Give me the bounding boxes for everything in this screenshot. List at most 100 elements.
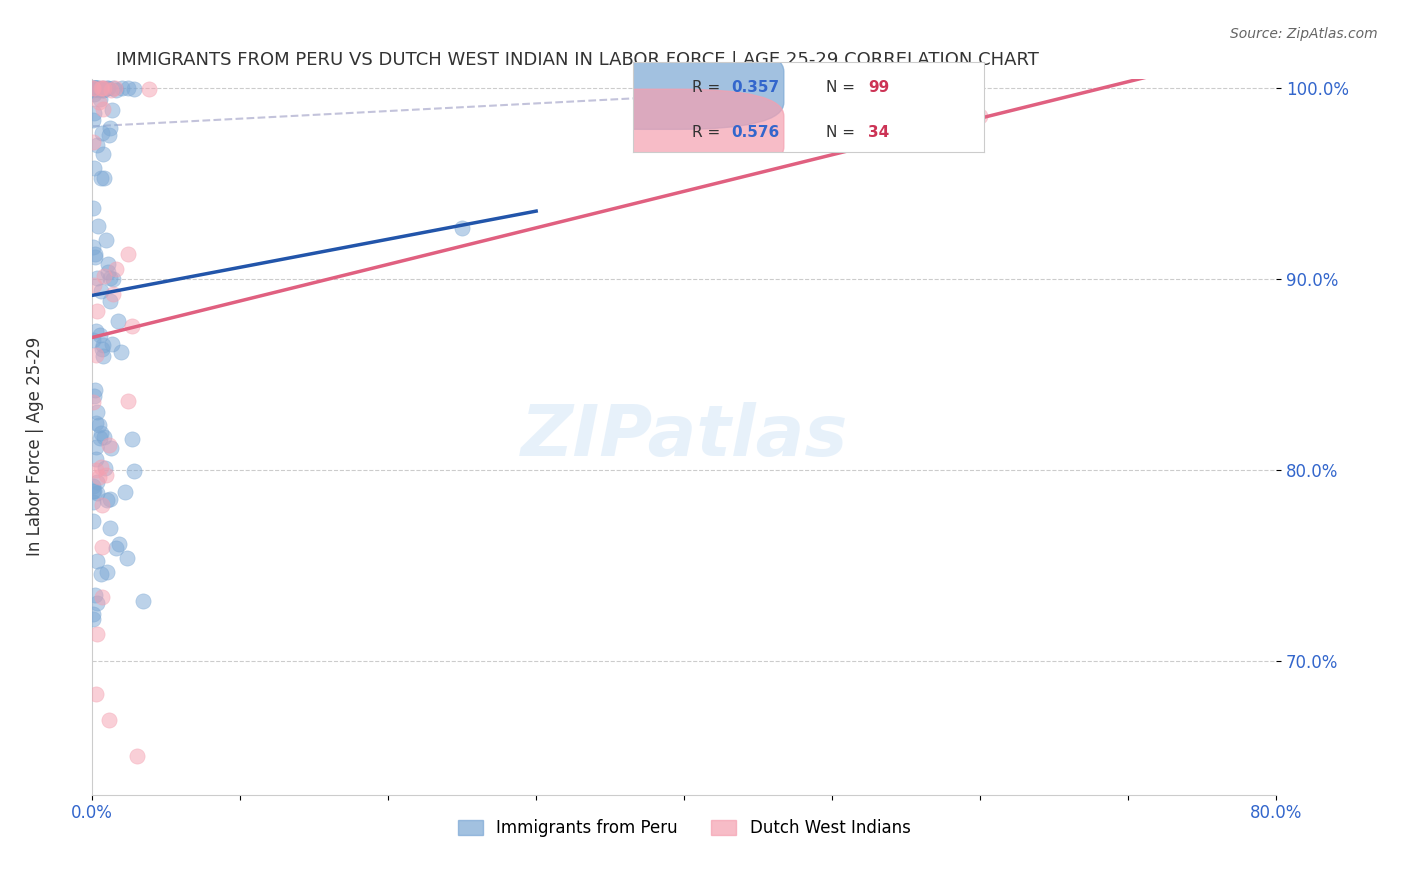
Legend: Immigrants from Peru, Dutch West Indians: Immigrants from Peru, Dutch West Indians (451, 813, 917, 844)
Dutch West Indians (90, 81, 112, 95)
Immigrants from Peru (86, 81, 108, 95)
Dutch West Indians (125, 748, 148, 763)
Text: R =: R = (693, 125, 725, 139)
Dutch West Indians (98, 438, 121, 452)
Immigrants from Peru (83, 484, 105, 499)
Dutch West Indians (86, 303, 108, 318)
Immigrants from Peru (83, 82, 105, 96)
Immigrants from Peru (82, 484, 104, 499)
Immigrants from Peru (451, 220, 474, 235)
Dutch West Indians (86, 627, 108, 641)
Immigrants from Peru (98, 521, 121, 535)
Text: In Labor Force | Age 25-29: In Labor Force | Age 25-29 (27, 336, 44, 556)
Immigrants from Peru (82, 514, 104, 528)
Immigrants from Peru (86, 475, 108, 490)
Immigrants from Peru (87, 219, 110, 234)
Text: R =: R = (693, 80, 725, 95)
Immigrants from Peru (90, 566, 112, 581)
Immigrants from Peru (91, 338, 114, 352)
Immigrants from Peru (703, 128, 725, 142)
Text: N =: N = (827, 125, 860, 139)
Immigrants from Peru (83, 250, 105, 264)
Immigrants from Peru (96, 81, 118, 95)
Immigrants from Peru (87, 82, 110, 96)
Immigrants from Peru (87, 417, 110, 432)
Dutch West Indians (91, 102, 114, 116)
Immigrants from Peru (84, 324, 107, 338)
Immigrants from Peru (91, 147, 114, 161)
Immigrants from Peru (82, 112, 104, 127)
Immigrants from Peru (96, 492, 118, 507)
Dutch West Indians (91, 81, 114, 95)
Immigrants from Peru (84, 81, 107, 95)
Immigrants from Peru (84, 81, 107, 95)
Dutch West Indians (89, 469, 111, 483)
Immigrants from Peru (111, 81, 134, 95)
Immigrants from Peru (107, 313, 129, 327)
Immigrants from Peru (84, 452, 107, 467)
Dutch West Indians (90, 540, 112, 554)
Immigrants from Peru (98, 128, 121, 142)
Text: ZIPatlas: ZIPatlas (520, 402, 848, 471)
Immigrants from Peru (83, 161, 105, 176)
Immigrants from Peru (86, 405, 108, 419)
Immigrants from Peru (93, 430, 115, 444)
Immigrants from Peru (86, 81, 108, 95)
Dutch West Indians (83, 277, 105, 292)
Immigrants from Peru (104, 541, 127, 555)
Immigrants from Peru (83, 81, 105, 95)
Dutch West Indians (105, 261, 128, 276)
Immigrants from Peru (122, 82, 145, 96)
Dutch West Indians (82, 135, 104, 149)
Immigrants from Peru (104, 83, 127, 97)
Dutch West Indians (138, 82, 160, 96)
Immigrants from Peru (132, 593, 155, 607)
Immigrants from Peru (117, 81, 139, 95)
Immigrants from Peru (100, 103, 122, 117)
Immigrants from Peru (114, 485, 136, 500)
Immigrants from Peru (83, 588, 105, 602)
Dutch West Indians (117, 394, 139, 409)
FancyBboxPatch shape (538, 89, 785, 174)
Dutch West Indians (87, 95, 110, 110)
Immigrants from Peru (97, 265, 120, 279)
Immigrants from Peru (108, 537, 131, 551)
Immigrants from Peru (82, 81, 104, 95)
Immigrants from Peru (83, 87, 105, 101)
Dutch West Indians (84, 463, 107, 477)
Dutch West Indians (101, 286, 124, 301)
Immigrants from Peru (94, 233, 117, 247)
Immigrants from Peru (91, 350, 114, 364)
Immigrants from Peru (98, 121, 121, 136)
Dutch West Indians (117, 247, 139, 261)
Immigrants from Peru (90, 82, 112, 96)
Immigrants from Peru (82, 479, 104, 493)
Immigrants from Peru (82, 240, 104, 254)
Text: 0.357: 0.357 (731, 80, 779, 95)
Dutch West Indians (91, 590, 114, 604)
Immigrants from Peru (93, 171, 115, 186)
Immigrants from Peru (90, 170, 112, 185)
Immigrants from Peru (83, 81, 105, 95)
Dutch West Indians (94, 468, 117, 483)
Immigrants from Peru (89, 92, 111, 106)
Immigrants from Peru (82, 607, 104, 621)
Immigrants from Peru (90, 425, 112, 440)
Immigrants from Peru (98, 271, 121, 285)
Immigrants from Peru (86, 271, 108, 285)
Dutch West Indians (97, 714, 120, 728)
Dutch West Indians (82, 395, 104, 409)
Dutch West Indians (121, 319, 143, 334)
Dutch West Indians (82, 81, 104, 95)
Immigrants from Peru (83, 384, 105, 398)
Text: IMMIGRANTS FROM PERU VS DUTCH WEST INDIAN IN LABOR FORCE | AGE 25-29 CORRELATION: IMMIGRANTS FROM PERU VS DUTCH WEST INDIA… (115, 51, 1039, 69)
Immigrants from Peru (82, 202, 104, 216)
Immigrants from Peru (122, 464, 145, 478)
Immigrants from Peru (89, 83, 111, 97)
Text: N =: N = (827, 80, 860, 95)
Text: 34: 34 (868, 125, 890, 139)
Immigrants from Peru (82, 612, 104, 626)
Immigrants from Peru (89, 431, 111, 445)
Immigrants from Peru (101, 271, 124, 285)
Dutch West Indians (103, 81, 125, 95)
